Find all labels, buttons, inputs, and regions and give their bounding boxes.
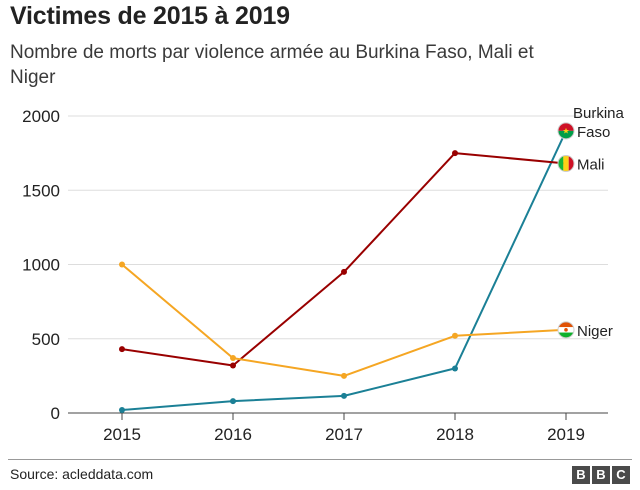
data-point: [341, 268, 347, 275]
y-tick-label: 0: [51, 404, 60, 423]
data-point: [230, 355, 236, 362]
data-point: [452, 332, 458, 339]
x-tick-label: 2016: [214, 425, 252, 444]
chart-title: Victimes de 2015 à 2019: [10, 2, 290, 30]
x-axis: 2015 2016 2017 2018 2019: [68, 412, 608, 444]
x-tick-label: 2015: [103, 425, 141, 444]
footer-divider: [8, 459, 632, 460]
flag-stripe: [563, 155, 569, 172]
data-point: [341, 372, 347, 379]
data-point: [119, 346, 125, 353]
flag-stripe: [568, 155, 574, 172]
flag-outline: [557, 155, 575, 173]
flag-stripe: [558, 155, 564, 172]
data-point: [230, 362, 236, 369]
y-tick-label: 1000: [22, 256, 60, 275]
data-point: [119, 407, 125, 414]
x-tick-label: 2018: [436, 425, 474, 444]
series-label: Faso: [577, 124, 610, 141]
flag-stripe: [558, 130, 574, 139]
series-labels: Burkina Faso Mali Niger: [557, 105, 625, 340]
flag-stripe: [558, 321, 574, 328]
data-point: [341, 392, 347, 399]
series-label: Niger: [577, 323, 613, 340]
flag-outline: [557, 122, 575, 140]
bbc-logo: B B C: [572, 466, 630, 484]
series-label: Mali: [577, 157, 605, 174]
data-point: [119, 261, 125, 268]
y-tick-label: 2000: [22, 107, 60, 126]
series-label: Burkina: [573, 105, 625, 122]
mali-flag-icon: [557, 155, 575, 173]
series-points: [119, 150, 458, 414]
bbc-logo-letter: B: [592, 466, 610, 484]
data-point: [452, 365, 458, 372]
y-tick-label: 500: [32, 330, 60, 349]
x-tick-label: 2017: [325, 425, 363, 444]
source-note: Source: acleddata.com: [10, 466, 154, 482]
chart-subtitle: Nombre de morts par violence armée au Bu…: [10, 42, 534, 88]
niger-flag-icon: [557, 321, 575, 339]
x-tick-label: 2019: [547, 425, 585, 444]
data-point: [452, 150, 458, 157]
line-chart: 0 500 1000 1500 2000 2015 2016 2017 2018 2019 Bu…: [22, 105, 625, 444]
grid-lines: [68, 115, 608, 340]
flag-outline: [557, 321, 575, 339]
flag-star: [563, 127, 569, 134]
bbc-logo-letter: B: [572, 466, 590, 484]
flag-stripe: [558, 332, 574, 338]
y-axis-ticks: 0 500 1000 1500 2000: [22, 107, 60, 423]
y-tick-label: 1500: [22, 181, 60, 200]
bbc-logo-letter: C: [612, 466, 630, 484]
flag-stripe: [558, 122, 574, 131]
data-point: [230, 398, 236, 405]
burkina-faso-flag-icon: [557, 122, 575, 140]
flag-emblem: [564, 328, 568, 332]
